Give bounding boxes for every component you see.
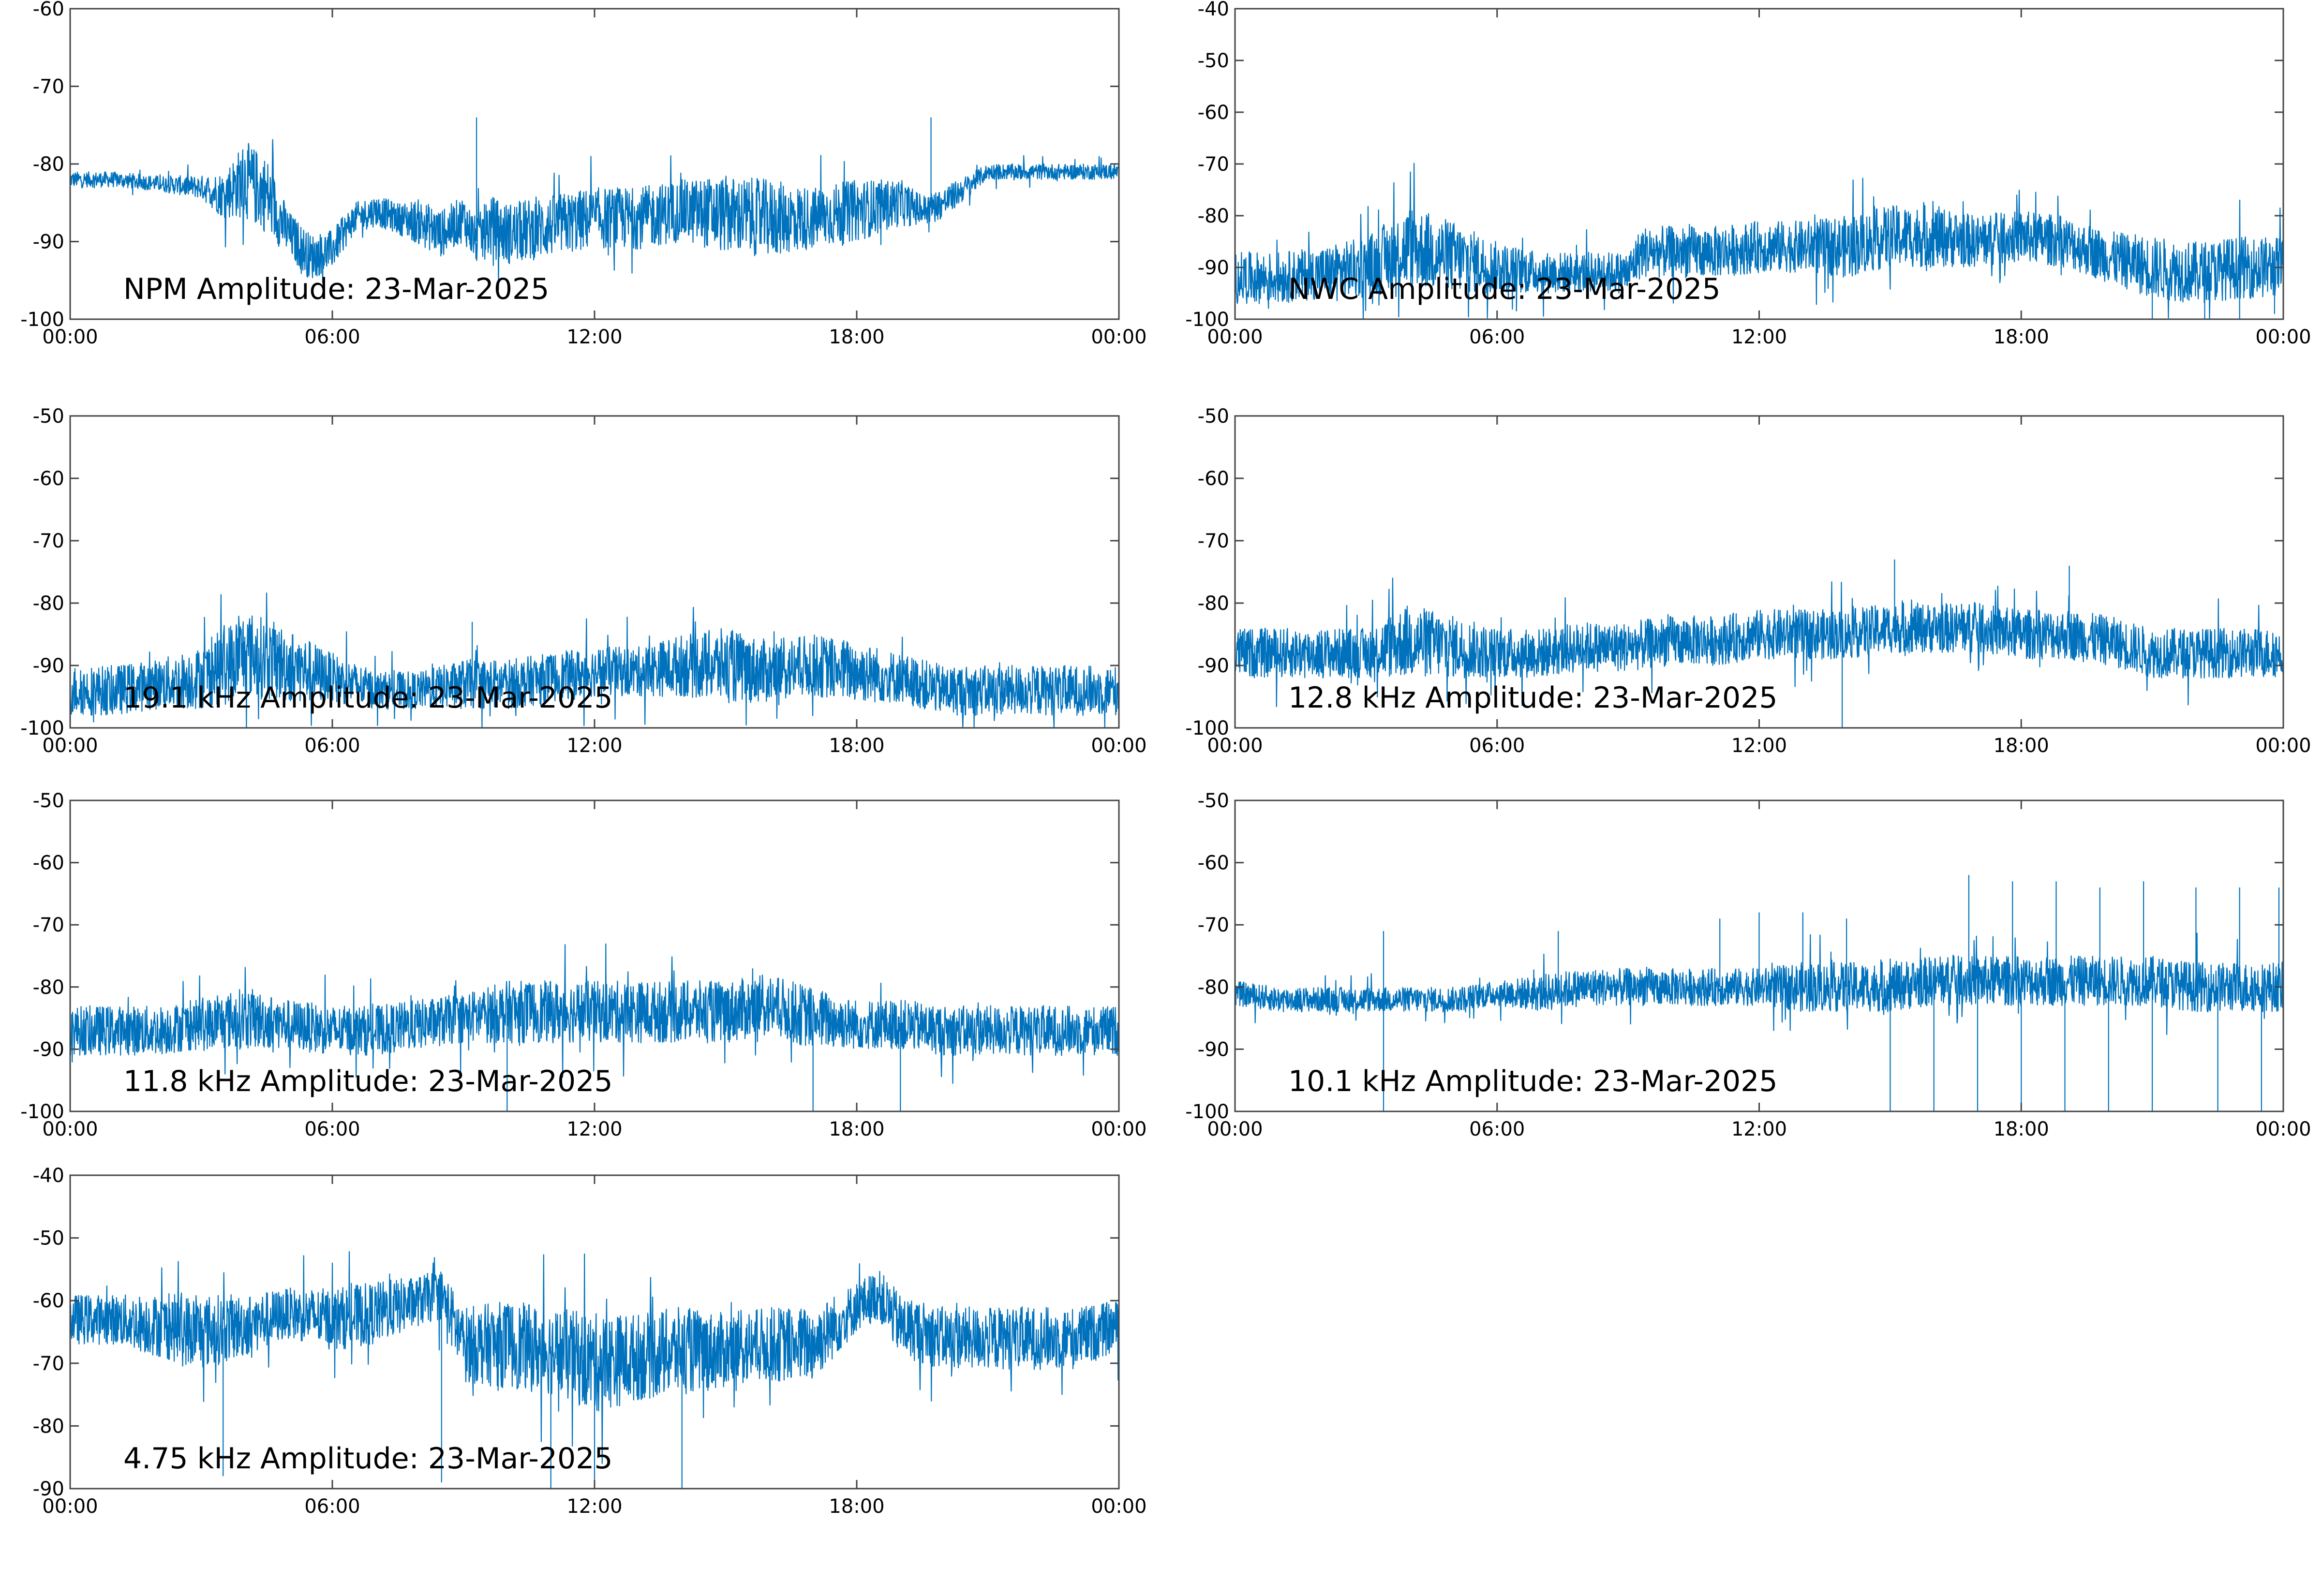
panel-title: 11.8 kHz Amplitude: 23-Mar-2025 (123, 1064, 613, 1098)
x-tick-label: 00:00 (2255, 1118, 2311, 1140)
amplitude-trace (70, 117, 1119, 291)
y-tick-label: -60 (1198, 852, 1229, 874)
y-tick-label: -90 (33, 1478, 64, 1500)
amplitude-trace (70, 1251, 1119, 1489)
y-tick-label: -100 (20, 1101, 64, 1123)
y-tick-label: -70 (33, 76, 64, 98)
x-tick-label: 06:00 (304, 1118, 360, 1140)
amplitude-trace (1235, 559, 2283, 728)
y-tick-label: -90 (33, 231, 64, 253)
y-tick-label: -100 (1185, 717, 1229, 739)
y-tick-label: -50 (1198, 50, 1229, 72)
y-tick-label: -70 (1198, 530, 1229, 552)
x-tick-label: 12:00 (1731, 1118, 1787, 1140)
x-tick-label: 12:00 (566, 1495, 622, 1518)
x-tick-label: 00:00 (2255, 326, 2311, 348)
x-tick-label: 06:00 (304, 1495, 360, 1518)
y-tick-label: -60 (1198, 102, 1229, 124)
x-tick-label: 00:00 (1207, 1118, 1263, 1140)
y-tick-label: -80 (33, 153, 64, 176)
x-tick-label: 00:00 (42, 326, 98, 348)
x-tick-label: 18:00 (829, 1495, 884, 1518)
y-tick-label: -80 (1198, 205, 1229, 227)
x-tick-label: 12:00 (1731, 326, 1787, 348)
y-tick-label: -100 (20, 717, 64, 739)
x-tick-label: 06:00 (304, 326, 360, 348)
y-tick-label: -40 (1198, 0, 1229, 20)
y-tick-label: -100 (1185, 309, 1229, 331)
x-tick-label: 06:00 (1469, 735, 1525, 757)
x-tick-label: 12:00 (566, 326, 622, 348)
y-tick-label: -60 (33, 468, 64, 490)
panel-title: 19.1 kHz Amplitude: 23-Mar-2025 (123, 681, 613, 715)
x-tick-label: 00:00 (42, 1118, 98, 1140)
y-tick-label: -70 (1198, 914, 1229, 936)
x-tick-label: 00:00 (1207, 326, 1263, 348)
x-tick-label: 12:00 (566, 1118, 622, 1140)
panel-title: 4.75 kHz Amplitude: 23-Mar-2025 (123, 1442, 613, 1476)
y-tick-label: -80 (33, 1415, 64, 1437)
chart-panel-2: -100 -90 -80 -70 -60 -50 -40 00:00 06:00 12:00 18:… (1185, 0, 2311, 348)
chart-panel-1: -100 -90 -80 -70 -60 00:00 06:00 12:00 18:00 00:0… (20, 0, 1146, 348)
x-tick-label: 00:00 (42, 1495, 98, 1518)
chart-panel-4: -100 -90 -80 -70 -60 -50 00:00 06:00 12:00 18:00 0… (1185, 405, 2311, 757)
x-tick-label: 18:00 (1994, 735, 2049, 757)
y-tick-label: -50 (33, 405, 64, 428)
chart-panel-3: -100 -90 -80 -70 -60 -50 00:00 06:00 12:00 18:00 0… (20, 405, 1146, 757)
y-tick-label: -100 (20, 309, 64, 331)
y-tick-label: -80 (33, 592, 64, 615)
y-tick-label: -90 (1198, 1038, 1229, 1061)
x-tick-label: 00:00 (1091, 735, 1146, 757)
y-tick-label: -70 (33, 914, 64, 936)
chart-panel-5: -100 -90 -80 -70 -60 -50 00:00 06:00 12:00 18:00 0… (20, 790, 1146, 1140)
panel-title: 10.1 kHz Amplitude: 23-Mar-2025 (1288, 1064, 1778, 1098)
x-tick-label: 06:00 (1469, 326, 1525, 348)
x-tick-label: 06:00 (304, 735, 360, 757)
y-tick-label: -90 (1198, 655, 1229, 677)
amplitude-trace (70, 592, 1119, 728)
y-tick-label: -60 (33, 0, 64, 20)
x-tick-label: 00:00 (2255, 735, 2311, 757)
panel-title: NPM Amplitude: 23-Mar-2025 (123, 272, 549, 306)
panel-title: NWC Amplitude: 23-Mar-2025 (1288, 272, 1721, 306)
y-tick-label: -80 (1198, 592, 1229, 615)
y-tick-label: -50 (33, 790, 64, 812)
y-tick-label: -60 (33, 1290, 64, 1312)
y-tick-label: -50 (1198, 790, 1229, 812)
chart-panel-6: -100 -90 -80 -70 -60 -50 00:00 06:00 12:00 18:00 0… (1185, 790, 2311, 1140)
x-tick-label: 12:00 (566, 735, 622, 757)
x-tick-label: 00:00 (1207, 735, 1263, 757)
y-tick-label: -90 (33, 1038, 64, 1061)
x-tick-label: 06:00 (1469, 1118, 1525, 1140)
x-tick-label: 00:00 (1091, 1118, 1146, 1140)
x-tick-label: 18:00 (1994, 326, 2049, 348)
y-tick-label: -80 (1198, 976, 1229, 999)
x-tick-label: 12:00 (1731, 735, 1787, 757)
x-tick-label: 18:00 (829, 1118, 884, 1140)
x-tick-label: 18:00 (1994, 1118, 2049, 1140)
y-tick-label: -90 (1198, 257, 1229, 279)
amplitude-trace (1235, 875, 2283, 1111)
x-tick-label: 00:00 (42, 735, 98, 757)
y-tick-label: -40 (33, 1165, 64, 1187)
amplitude-trace (1235, 163, 2283, 319)
y-tick-label: -60 (1198, 468, 1229, 490)
y-tick-label: -60 (33, 852, 64, 874)
y-tick-label: -70 (33, 1353, 64, 1375)
chart-panel-7: -90 -80 -70 -60 -50 -40 00:00 06:00 12:00 18:00 00… (33, 1165, 1147, 1518)
y-tick-label: -100 (1185, 1101, 1229, 1123)
y-tick-label: -70 (33, 530, 64, 552)
y-tick-label: -90 (33, 655, 64, 677)
y-tick-label: -70 (1198, 153, 1229, 176)
x-tick-label: 18:00 (829, 326, 884, 348)
x-tick-label: 00:00 (1091, 1495, 1146, 1518)
y-tick-label: -50 (33, 1227, 64, 1250)
x-tick-label: 00:00 (1091, 326, 1146, 348)
panel-title: 12.8 kHz Amplitude: 23-Mar-2025 (1288, 681, 1778, 715)
y-tick-label: -50 (1198, 405, 1229, 428)
x-tick-label: 18:00 (829, 735, 884, 757)
y-tick-label: -80 (33, 976, 64, 999)
amplitude-trace (70, 943, 1119, 1111)
